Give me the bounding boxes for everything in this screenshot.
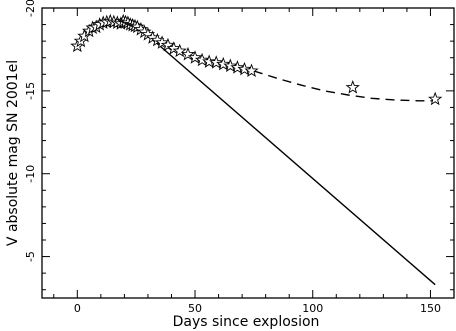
y-tick-label: -15	[24, 82, 37, 100]
star-data-point	[194, 52, 210, 67]
star-data-point	[187, 50, 203, 64]
y-axis-title: V absolute mag SN 2001el	[5, 60, 21, 246]
x-tick-label: 0	[74, 302, 81, 315]
star-data-point	[180, 46, 196, 61]
series-lines	[140, 28, 436, 286]
x-tick-label: 50	[188, 302, 202, 315]
plot-frame	[41, 7, 455, 299]
solid-decline-line	[140, 28, 436, 286]
dashed-fit-line	[253, 70, 436, 102]
star-data-point	[202, 54, 217, 68]
star-data-point	[160, 37, 176, 52]
star-data-point	[237, 61, 252, 76]
star-data-point	[428, 91, 443, 106]
star-data-point	[172, 43, 187, 58]
star-data-point	[244, 63, 259, 78]
star-data-point	[223, 58, 238, 73]
axis-ticks	[42, 7, 455, 298]
star-data-point	[345, 80, 360, 94]
star-data-point	[154, 35, 170, 49]
y-tick-label: -20	[24, 0, 37, 17]
y-tick-label: -5	[24, 251, 37, 262]
star-data-point	[209, 55, 224, 69]
series-points	[70, 13, 443, 106]
y-tick-label: -10	[24, 165, 37, 183]
axis-tick-labels: 0 50 100 150 -5 -10 -15 -20	[24, 0, 441, 315]
star-data-point	[166, 41, 181, 55]
x-axis-title: Days since explosion	[173, 314, 320, 330]
star-data-point	[216, 56, 231, 71]
star-data-point	[230, 60, 245, 74]
x-tick-label: 150	[420, 302, 441, 315]
x-tick-label: 100	[302, 302, 323, 315]
